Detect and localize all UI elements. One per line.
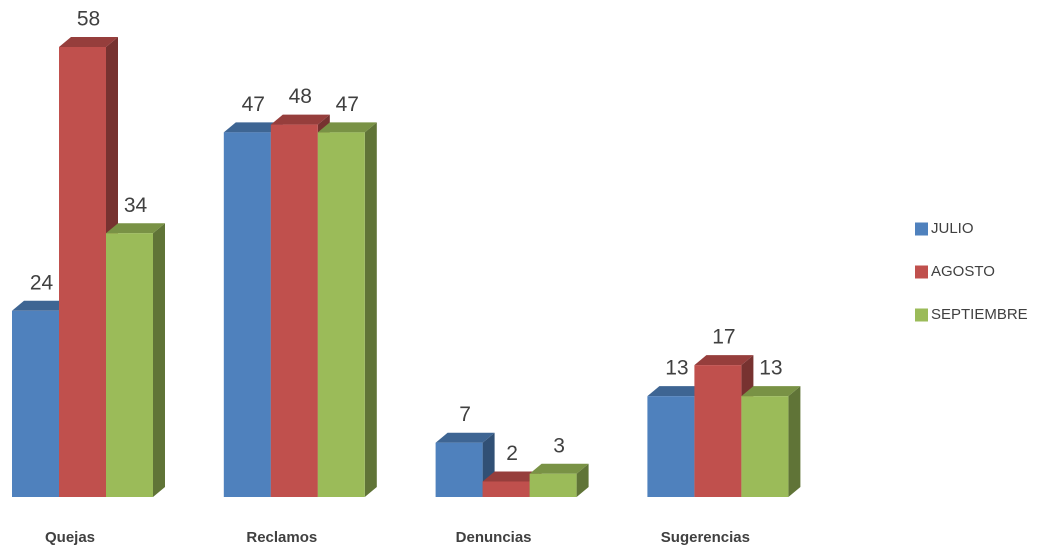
bar-top: [12, 300, 71, 311]
bar-top: [529, 463, 589, 474]
value-label: 34: [124, 194, 148, 217]
bar-top: [223, 122, 283, 133]
value-label: 2: [506, 442, 518, 465]
value-label: 7: [459, 403, 471, 426]
legend-swatch: [915, 265, 928, 279]
category-label: Reclamos: [246, 529, 317, 546]
bar-top: [435, 432, 495, 443]
bar-top: [741, 386, 801, 397]
legend-swatch: [915, 308, 928, 322]
value-label: 47: [336, 93, 359, 116]
bar: [270, 124, 318, 497]
category-label: Quejas: [45, 529, 95, 546]
bar: [317, 132, 365, 497]
bar-top: [482, 471, 542, 482]
bar-side: [153, 223, 165, 497]
value-label: 3: [553, 434, 565, 457]
value-label: 17: [712, 326, 735, 349]
category-label: Denuncias: [456, 529, 532, 546]
bar: [12, 310, 59, 497]
bar: [647, 396, 695, 497]
bar-side: [576, 463, 589, 497]
bar: [529, 473, 577, 497]
bar: [694, 365, 742, 497]
category-label: Sugerencias: [661, 529, 750, 546]
bar-top: [694, 355, 754, 366]
value-label: 13: [665, 357, 688, 380]
value-label: 48: [289, 85, 312, 108]
bar: [741, 396, 789, 497]
legend-label: JULIO: [931, 220, 974, 237]
bar: [482, 481, 530, 497]
value-label: 13: [759, 357, 782, 380]
value-label: 58: [77, 8, 100, 31]
bar-side: [788, 386, 801, 497]
bar: [223, 132, 271, 497]
bar-top: [317, 122, 377, 133]
bar: [59, 47, 106, 497]
bar-top: [106, 223, 165, 234]
legend-swatch: [915, 222, 928, 236]
bar: [106, 233, 153, 497]
bar-side: [364, 122, 377, 498]
legend-label: SEPTIEMBRE: [931, 306, 1028, 323]
value-label: 24: [30, 271, 54, 294]
bar-top: [59, 37, 118, 47]
bar: [435, 442, 483, 497]
bar-top: [270, 114, 330, 125]
value-label: 47: [242, 93, 265, 116]
legend-label: AGOSTO: [931, 263, 995, 280]
bar-top: [647, 386, 707, 397]
